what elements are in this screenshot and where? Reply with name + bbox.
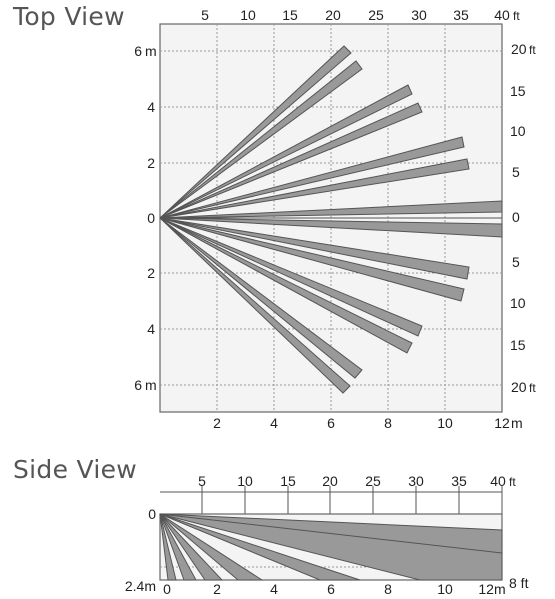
- side-view-labels: 0 2.4m 0 2 4 6 8 10 12m 8 ft: [125, 506, 529, 597]
- height-right-label: 8 ft: [509, 575, 529, 591]
- ft-tick: 10: [240, 7, 256, 23]
- ft-tick: 0: [512, 209, 520, 225]
- top-view-m-scale-left: 6 m 4 2 0 2 4 6 m: [134, 43, 156, 393]
- m-tick: 6: [327, 581, 335, 597]
- beam: [159, 84, 413, 219]
- ft-tick: 5: [201, 7, 209, 23]
- ft-unit: ft: [529, 43, 536, 57]
- ft-tick: 30: [411, 7, 427, 23]
- beam: [159, 217, 465, 302]
- beam: [159, 45, 352, 219]
- beam: [159, 513, 197, 581]
- side-view-plot: [159, 513, 503, 581]
- ft-tick: 5: [512, 164, 520, 180]
- ft-tick: 25: [365, 473, 381, 489]
- ft-unit: ft: [529, 381, 536, 395]
- m-tick: 0: [147, 210, 155, 226]
- m-tick: 6: [134, 377, 142, 393]
- m-tick: 2: [147, 155, 155, 171]
- beam: [159, 217, 470, 280]
- m-tick: 12: [494, 415, 510, 431]
- ft-tick: 15: [510, 83, 526, 99]
- m-tick: 6: [327, 415, 335, 431]
- ft-tick: 10: [510, 123, 526, 139]
- ft-tick: 30: [408, 473, 424, 489]
- top-view-ft-scale-top: 5 10 15 20 25 30 35 40 ft: [201, 7, 520, 23]
- ft-tick: 20: [511, 379, 527, 395]
- ft-tick: 15: [280, 473, 296, 489]
- m-tick: 8: [384, 581, 392, 597]
- m-tick: 0: [163, 581, 171, 597]
- top-view-m-scale-bottom: 2 4 6 8 10 12 m: [213, 415, 523, 431]
- top-view-title: Top View: [13, 2, 125, 31]
- ft-tick: 25: [368, 7, 384, 23]
- side-view-title: Side View: [13, 455, 138, 484]
- m-tick: 4: [147, 321, 155, 337]
- ft-tick: 20: [322, 473, 338, 489]
- m-tick: 10: [437, 581, 453, 597]
- beam: [159, 513, 361, 581]
- top-view-ft-scale-right: 20 ft 15 10 5 0 5 10 15 20 ft: [510, 41, 536, 395]
- beam: [159, 513, 503, 581]
- beam: [159, 513, 177, 581]
- beam: [159, 200, 503, 219]
- m-tick: 12m: [478, 581, 505, 597]
- m-tick: 4: [270, 581, 278, 597]
- ft-tick: 5: [198, 473, 206, 489]
- m-unit: m: [145, 43, 157, 59]
- ft-unit: ft: [513, 9, 520, 23]
- ft-tick: 5: [512, 254, 520, 270]
- side-view-ft-scale: 5 10 15 20 25 30 35 40 ft: [160, 473, 516, 514]
- ft-tick: 20: [511, 41, 527, 57]
- ft-tick: 35: [453, 7, 469, 23]
- beam: [159, 136, 465, 219]
- top-view-plot: [159, 23, 503, 413]
- ft-tick: 40: [494, 7, 510, 23]
- ft-unit: ft: [509, 475, 516, 489]
- height-top-label: 0: [148, 506, 156, 522]
- m-tick: 8: [384, 415, 392, 431]
- ft-tick: 10: [237, 473, 253, 489]
- beam: [159, 217, 363, 379]
- beam: [159, 513, 224, 581]
- top-view-beams: [159, 45, 503, 394]
- m-tick: 4: [147, 99, 155, 115]
- m-tick: 2: [213, 415, 221, 431]
- ft-tick: 35: [451, 473, 467, 489]
- beam: [159, 217, 351, 394]
- m-tick: 10: [437, 415, 453, 431]
- beam: [159, 217, 423, 337]
- ft-tick: 15: [510, 337, 526, 353]
- beam: [159, 102, 423, 219]
- beam: [159, 513, 264, 581]
- ft-tick: 40: [490, 473, 506, 489]
- m-unit: m: [511, 415, 523, 431]
- m-tick: 2: [213, 581, 221, 597]
- side-view-beams: [159, 513, 503, 581]
- ft-tick: 20: [325, 7, 341, 23]
- m-unit: m: [145, 377, 157, 393]
- m-tick: 4: [270, 415, 278, 431]
- beam: [159, 217, 503, 238]
- m-tick: 2: [147, 265, 155, 281]
- ft-tick: 10: [510, 295, 526, 311]
- ft-tick: 15: [282, 7, 298, 23]
- beam: [159, 217, 413, 354]
- beam: [159, 60, 363, 219]
- beam: [159, 158, 470, 219]
- height-bottom-label: 2.4m: [125, 578, 156, 594]
- m-tick: 6: [134, 43, 142, 59]
